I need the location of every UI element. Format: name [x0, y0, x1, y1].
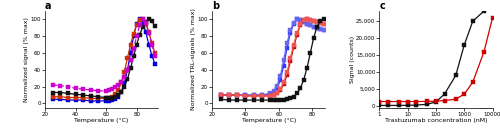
Text: b: b	[212, 1, 220, 11]
X-axis label: Temperature (°C): Temperature (°C)	[74, 118, 128, 123]
Text: a: a	[45, 1, 52, 11]
Y-axis label: Normalized signal (% max): Normalized signal (% max)	[24, 17, 29, 102]
X-axis label: Temperature (°C): Temperature (°C)	[242, 118, 296, 123]
Text: c: c	[380, 1, 385, 11]
Y-axis label: Normalized TRL-signals (% max): Normalized TRL-signals (% max)	[191, 8, 196, 110]
X-axis label: Trastuzumab concentration (nM): Trastuzumab concentration (nM)	[384, 118, 487, 123]
Y-axis label: Signal (counts): Signal (counts)	[350, 36, 354, 83]
